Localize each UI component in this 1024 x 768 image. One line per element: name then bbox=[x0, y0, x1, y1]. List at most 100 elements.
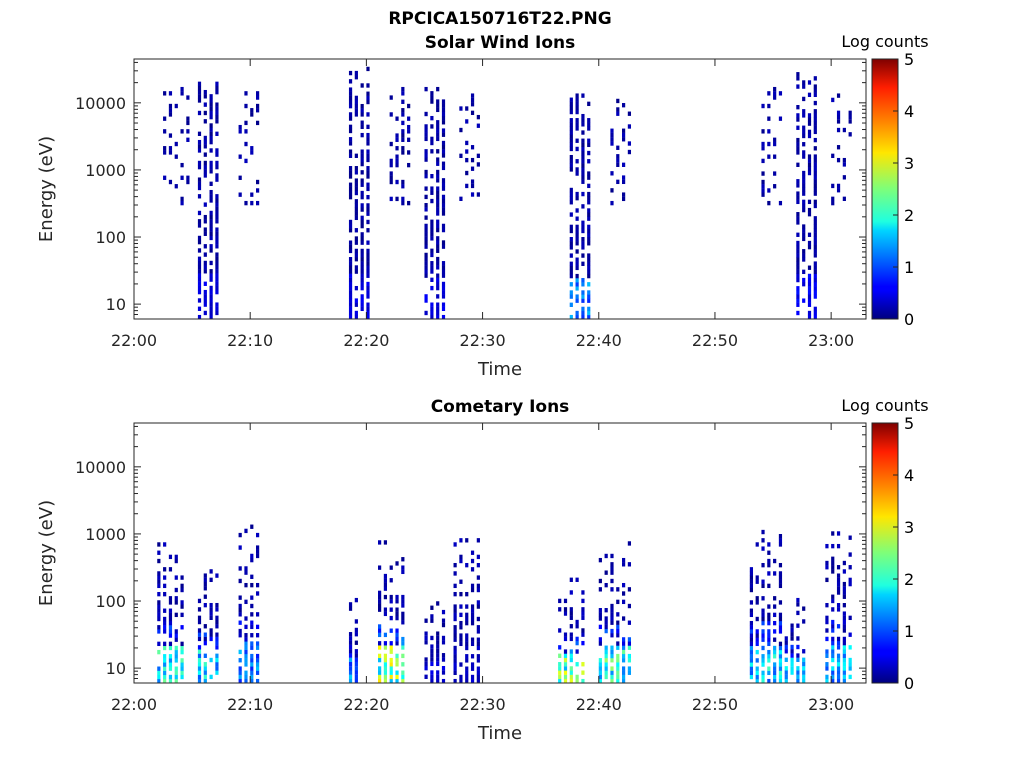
heatmap-cell bbox=[174, 633, 178, 638]
heatmap-cell bbox=[831, 196, 835, 201]
heatmap-cell bbox=[569, 624, 573, 629]
heatmap-cell bbox=[215, 173, 219, 178]
heatmap-cell bbox=[378, 594, 382, 600]
heatmap-cell bbox=[360, 207, 364, 212]
heatmap-cell bbox=[558, 670, 562, 675]
x-axis: 22:00 22:10 22:20 22:30 22:40 22:50 23:00 bbox=[111, 59, 854, 350]
heatmap-cell bbox=[825, 666, 829, 671]
heatmap-cell bbox=[784, 674, 788, 680]
heatmap-cell bbox=[616, 662, 620, 667]
heatmap-cell bbox=[348, 174, 353, 179]
heatmap-cell bbox=[813, 306, 817, 312]
x-tick-label: 22:20 bbox=[343, 695, 389, 714]
heatmap-cell bbox=[250, 557, 254, 563]
heatmap-cell bbox=[244, 582, 248, 588]
heatmap-cell bbox=[424, 635, 428, 641]
heatmap-cell bbox=[459, 153, 463, 159]
heatmap-cell bbox=[168, 150, 173, 155]
heatmap-cell bbox=[389, 565, 393, 570]
heatmap-cell bbox=[813, 84, 817, 89]
heatmap-cell bbox=[790, 623, 794, 628]
heatmap-cell bbox=[436, 601, 440, 606]
heatmap-cell bbox=[168, 616, 173, 622]
heatmap-cell bbox=[796, 162, 800, 167]
heatmap-cell bbox=[581, 294, 585, 299]
heatmap-cell bbox=[465, 654, 469, 659]
heatmap-cell bbox=[354, 265, 358, 270]
heatmap-cell bbox=[575, 195, 579, 201]
heatmap-cell bbox=[203, 214, 207, 220]
heatmap-cell bbox=[465, 641, 469, 647]
heatmap-cell bbox=[238, 124, 242, 130]
heatmap-cell bbox=[215, 670, 219, 675]
heatmap-cell bbox=[569, 670, 573, 675]
heatmap-cell bbox=[581, 314, 585, 319]
heatmap-cell bbox=[250, 524, 254, 529]
heatmap-cell bbox=[796, 216, 800, 221]
heatmap-cell bbox=[807, 117, 812, 122]
heatmap-cell bbox=[378, 599, 382, 604]
heatmap-cell bbox=[383, 573, 388, 579]
heatmap-cell bbox=[453, 612, 457, 618]
heatmap-cell bbox=[836, 119, 841, 124]
heatmap-cell bbox=[401, 196, 405, 202]
heatmap-cell bbox=[831, 594, 835, 599]
heatmap-cell bbox=[587, 216, 591, 221]
heatmap-cell bbox=[163, 616, 167, 622]
heatmap-cell bbox=[209, 231, 213, 236]
heatmap-cell bbox=[366, 257, 370, 262]
heatmap-cell bbox=[395, 611, 399, 617]
heatmap-cell bbox=[575, 265, 579, 271]
heatmap-cell bbox=[796, 678, 800, 683]
heatmap-cell bbox=[767, 604, 771, 609]
heatmap-cell bbox=[348, 678, 353, 683]
heatmap-cell bbox=[203, 252, 207, 257]
heatmap-cell bbox=[813, 174, 817, 180]
heatmap-cell bbox=[436, 161, 440, 166]
heatmap-cell bbox=[215, 177, 219, 182]
heatmap-cell bbox=[256, 549, 260, 554]
heatmap-cell bbox=[244, 649, 248, 655]
heatmap-cell bbox=[360, 120, 364, 125]
heatmap-cell bbox=[430, 232, 434, 237]
heatmap-cell bbox=[749, 649, 754, 655]
heatmap-cell bbox=[802, 282, 806, 287]
heatmap-cell bbox=[250, 553, 254, 559]
heatmap-cell bbox=[441, 182, 446, 187]
heatmap-cell bbox=[395, 599, 399, 604]
heatmap-cell bbox=[215, 152, 219, 157]
heatmap-cell bbox=[842, 157, 846, 163]
heatmap-cell bbox=[180, 674, 184, 680]
heatmap-cell bbox=[203, 302, 207, 307]
heatmap-cell bbox=[813, 166, 817, 172]
heatmap-cell bbox=[436, 277, 440, 282]
heatmap-cell bbox=[401, 565, 405, 570]
heatmap-cell bbox=[767, 103, 771, 109]
heatmap-cell bbox=[465, 591, 469, 597]
heatmap-cell bbox=[424, 294, 428, 299]
heatmap-cell bbox=[767, 649, 771, 655]
heatmap-cell bbox=[163, 678, 167, 683]
heatmap-cell bbox=[436, 190, 440, 195]
heatmap-cell bbox=[180, 641, 184, 647]
heatmap-cell bbox=[476, 658, 480, 663]
heatmap-cell bbox=[180, 175, 184, 180]
heatmap-cell bbox=[796, 265, 800, 270]
heatmap-cell bbox=[168, 133, 173, 138]
heatmap-cell bbox=[587, 228, 591, 234]
heatmap-cell bbox=[366, 219, 370, 225]
heatmap-cell bbox=[848, 577, 852, 583]
heatmap-cell bbox=[180, 645, 184, 651]
heatmap-cell bbox=[401, 662, 405, 667]
heatmap-cell bbox=[436, 674, 440, 679]
heatmap-cell bbox=[802, 96, 806, 102]
heatmap-cell bbox=[598, 608, 602, 613]
heatmap-cell bbox=[348, 124, 353, 130]
heatmap-cell bbox=[424, 169, 428, 175]
heatmap-cell bbox=[360, 306, 364, 312]
x-tick-label: 22:00 bbox=[111, 331, 157, 350]
heatmap-cell bbox=[813, 220, 817, 225]
heatmap-cell bbox=[790, 627, 794, 633]
heatmap-cell bbox=[215, 110, 219, 116]
